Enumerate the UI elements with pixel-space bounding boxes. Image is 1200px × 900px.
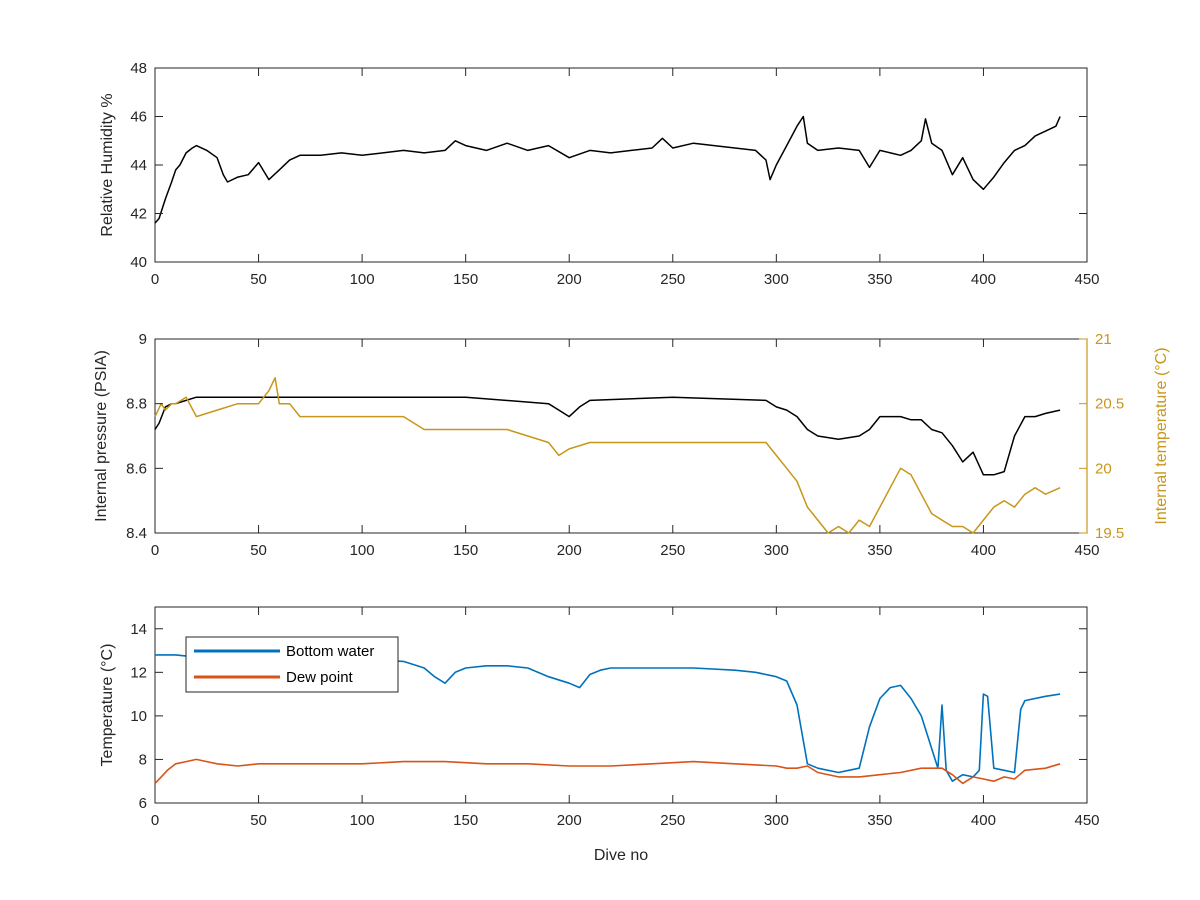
temperature-y-tick-label: 6: [139, 795, 147, 812]
temperature-y-tick-label: 8: [139, 751, 147, 768]
pressure-y-axis-label: Internal pressure (PSIA): [93, 350, 110, 522]
legend-label-dew-point: Dew point: [286, 669, 354, 686]
pressure-panel: 0 50 100 150 200 250 300 350 400 450 8.4 8.6 8.8 9 19.…: [93, 331, 1170, 559]
temperature-y-tick-label: 10: [130, 708, 147, 725]
pressure-x-tick-label: 350: [867, 542, 892, 559]
legend: Bottom water Dew point: [185, 636, 399, 693]
temperature-y-axis-label: Temperature (°C): [99, 644, 116, 767]
temperature-x-tick-label: 150: [453, 812, 478, 829]
humidity-x-tick-label: 400: [971, 271, 996, 288]
pressure-y-tick-label-right: 20.5: [1095, 396, 1124, 413]
pressure-series-layer: [154, 377, 1061, 534]
temperature-y-tick-label: 14: [130, 621, 147, 638]
humidity-x-tick-label: 450: [1074, 271, 1099, 288]
temperature-ticks: 0 50 100 150 200 250 300 350 400 450 6 8 10 12 14: [130, 607, 1100, 829]
temperature-x-tick-label: 200: [557, 812, 582, 829]
temperature-y-tick-label: 12: [130, 664, 147, 681]
pressure-x-tick-label: 200: [557, 542, 582, 559]
pressure-x-tick-label: 100: [350, 542, 375, 559]
temperature-x-tick-label: 350: [867, 812, 892, 829]
humidity-x-tick-label: 250: [660, 271, 685, 288]
temperature-dew-point-line: [154, 758, 1061, 785]
temperature-x-tick-label: 400: [971, 812, 996, 829]
humidity-x-tick-label: 300: [764, 271, 789, 288]
legend-label-bottom-water: Bottom water: [286, 643, 374, 660]
pressure-series-0-line: [154, 396, 1061, 476]
pressure-x-tick-label: 400: [971, 542, 996, 559]
pressure-y-tick-label: 8.4: [126, 525, 147, 542]
temperature-x-tick-label: 50: [250, 812, 267, 829]
pressure-y-tick-label: 8.6: [126, 460, 147, 477]
humidity-y-axis-label: Relative Humidity %: [99, 93, 116, 236]
pressure-x-tick-label: 450: [1074, 542, 1099, 559]
humidity-x-tick-label: 0: [151, 271, 159, 288]
humidity-x-tick-label: 50: [250, 271, 267, 288]
humidity-y-tick-label: 40: [130, 254, 147, 271]
pressure-x-tick-label: 250: [660, 542, 685, 559]
temperature-x-tick-label: 100: [350, 812, 375, 829]
humidity-y-tick-label: 46: [130, 109, 147, 126]
temperature-x-tick-label: 300: [764, 812, 789, 829]
humidity-panel: 0 50 100 150 200 250 300 350 400 450 40 42 44 46 48 Re…: [99, 60, 1100, 288]
pressure-series-1-line: [154, 377, 1061, 534]
humidity-y-tick-label: 42: [130, 206, 147, 223]
pressure-y-tick-label-right: 20: [1095, 460, 1112, 477]
pressure-y-tick-label: 8.8: [126, 396, 147, 413]
humidity-x-tick-label: 100: [350, 271, 375, 288]
pressure-axes-box: [154, 338, 1088, 534]
internal-temperature-y-axis-label: Internal temperature (°C): [1153, 347, 1170, 524]
x-axis-label: Dive no: [594, 847, 648, 864]
temperature-series-layer: [154, 654, 1061, 785]
humidity-series-layer: [154, 115, 1061, 224]
humidity-x-tick-label: 200: [557, 271, 582, 288]
humidity-y-tick-label: 48: [130, 60, 147, 77]
pressure-x-tick-label: 300: [764, 542, 789, 559]
temperature-x-tick-label: 450: [1074, 812, 1099, 829]
pressure-x-tick-label: 150: [453, 542, 478, 559]
pressure-ticks: 0 50 100 150 200 250 300 350 400 450 8.4 8.6 8.8 9 19.…: [126, 331, 1124, 559]
humidity-x-tick-label: 350: [867, 271, 892, 288]
pressure-y-tick-label-right: 21: [1095, 331, 1112, 348]
temperature-panel: 0 50 100 150 200 250 300 350 400 450 6 8 10 12 14 Temp…: [99, 606, 1100, 864]
temperature-x-tick-label: 0: [151, 812, 159, 829]
pressure-x-tick-label: 0: [151, 542, 159, 559]
legend-box: [185, 636, 399, 693]
pressure-y-tick-label-right: 19.5: [1095, 525, 1124, 542]
pressure-y-tick-label: 9: [139, 331, 147, 348]
humidity-y-tick-label: 44: [130, 157, 147, 174]
humidity-axes-box: [154, 67, 1088, 263]
pressure-x-tick-label: 50: [250, 542, 267, 559]
humidity-series-0-line: [154, 115, 1061, 224]
temperature-bottom-water-line: [155, 654, 1061, 783]
humidity-x-tick-label: 150: [453, 271, 478, 288]
humidity-ticks: 0 50 100 150 200 250 300 350 400 450 40 42 44 46 48: [130, 60, 1099, 288]
temperature-x-tick-label: 250: [660, 812, 685, 829]
